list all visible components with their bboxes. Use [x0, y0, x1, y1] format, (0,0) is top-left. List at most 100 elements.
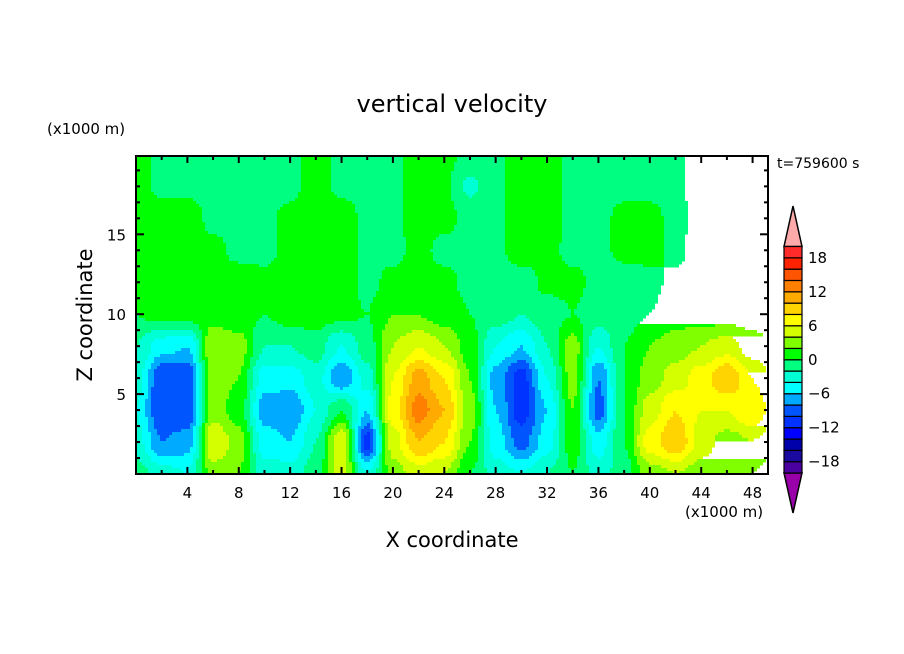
contour-cell — [199, 405, 202, 409]
contour-cell — [631, 459, 637, 463]
contour-cell — [505, 165, 562, 169]
contour-cell — [307, 387, 325, 391]
contour-cell — [373, 429, 376, 433]
contour-cell — [505, 234, 562, 238]
contour-cell — [286, 438, 292, 442]
contour-cell — [304, 444, 313, 448]
contour-cell — [139, 342, 151, 346]
contour-cell — [439, 402, 454, 406]
contour-cell — [385, 378, 394, 382]
contour-cell — [325, 447, 328, 451]
contour-cell — [532, 432, 541, 436]
contour-cell — [142, 429, 148, 433]
contour-cell — [634, 330, 670, 334]
contour-cell — [448, 432, 454, 436]
contour-cell — [583, 405, 586, 409]
contour-cell — [199, 408, 202, 412]
contour-cell — [508, 255, 562, 259]
contour-cell — [478, 390, 484, 394]
contour-cell — [376, 294, 460, 298]
contour-cell — [331, 159, 403, 163]
contour-cell — [208, 375, 238, 379]
contour-cell — [541, 393, 553, 397]
contour-cell — [205, 432, 208, 436]
contour-cell — [379, 384, 382, 388]
contour-cell — [409, 354, 430, 358]
contour-cell — [565, 339, 577, 343]
contour-cell — [136, 303, 361, 307]
contour-cell — [640, 375, 664, 379]
contour-cell — [601, 456, 613, 460]
contour-cell — [253, 438, 259, 442]
contour-cell — [409, 447, 436, 451]
contour-cell — [145, 399, 151, 403]
contour-cell — [205, 381, 208, 385]
contour-cell — [256, 360, 313, 364]
contour-cell — [196, 375, 199, 379]
contour-cell — [580, 426, 583, 430]
contour-cell — [403, 231, 451, 235]
contour-cell — [538, 279, 586, 283]
contour-cell — [562, 192, 685, 196]
contour-cell — [373, 402, 376, 406]
contour-cell — [406, 366, 433, 370]
contour-cell — [544, 369, 556, 373]
contour-cell — [592, 423, 604, 427]
contour-cell — [565, 261, 622, 265]
contour-cell — [457, 393, 463, 397]
contour-cell — [400, 438, 406, 442]
contour-cell — [553, 429, 559, 433]
contour-cell — [379, 411, 382, 415]
contour-cell — [136, 342, 139, 346]
contour-cell — [472, 381, 478, 385]
contour-cell — [244, 399, 250, 403]
contour-cell — [502, 459, 538, 463]
contour-cell — [259, 378, 304, 382]
contour-cell — [202, 375, 205, 379]
contour-cell — [388, 432, 400, 436]
contour-cell — [478, 354, 484, 358]
contour-cell — [199, 363, 202, 367]
contour-cell — [136, 360, 145, 364]
contour-cell — [712, 378, 739, 382]
contour-cell — [454, 459, 460, 463]
contour-cell — [664, 243, 685, 247]
contour-cell — [484, 405, 487, 409]
contour-cell — [487, 390, 493, 394]
contour-cell — [652, 342, 706, 346]
contour-cell — [421, 315, 472, 319]
contour-cell — [439, 339, 460, 343]
contour-cell — [556, 381, 562, 385]
contour-cell — [253, 384, 259, 388]
contour-cell — [601, 384, 607, 388]
contour-cell — [664, 222, 688, 226]
contour-cell — [580, 399, 583, 403]
contour-cell — [406, 252, 433, 256]
contour-cell — [514, 468, 526, 472]
contour-cell — [382, 465, 388, 469]
contour-cell — [244, 456, 250, 460]
contour-cell — [616, 390, 625, 394]
contour-cell — [625, 444, 634, 448]
contour-cell — [331, 375, 352, 379]
contour-cell — [385, 327, 451, 331]
contour-cell — [382, 381, 385, 385]
contour-cell — [454, 168, 505, 172]
contour-cell — [640, 468, 667, 472]
contour-cell — [532, 384, 538, 388]
contour-cell — [511, 426, 532, 430]
contour-cell — [196, 408, 199, 412]
contour-cell — [232, 384, 247, 388]
contour-cell — [238, 378, 247, 382]
contour-cell — [685, 444, 694, 448]
contour-cell — [634, 423, 640, 427]
contour-cell — [553, 363, 559, 367]
contour-cell — [250, 420, 256, 424]
contour-cell — [151, 444, 193, 448]
contour-cell — [640, 369, 664, 373]
contour-cell — [616, 414, 625, 418]
contour-cell — [376, 363, 382, 367]
contour-cell — [379, 408, 382, 412]
contour-cell — [454, 357, 463, 361]
contour-cell — [436, 393, 451, 397]
